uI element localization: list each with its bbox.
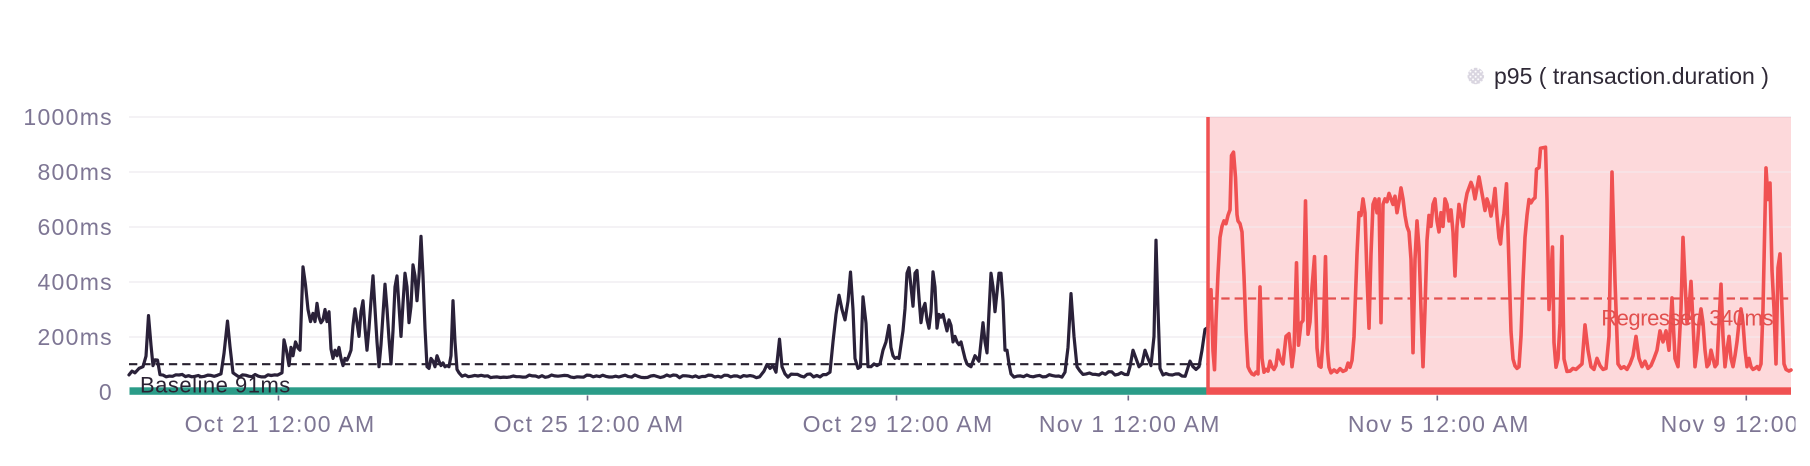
svg-text:Nov 9 12:00 AM: Nov 9 12:00 AM xyxy=(1661,411,1810,437)
svg-text:Regressed 340ms: Regressed 340ms xyxy=(1601,306,1773,331)
svg-text:Oct 25 12:00 AM: Oct 25 12:00 AM xyxy=(494,411,685,437)
svg-text:200ms: 200ms xyxy=(37,324,113,350)
svg-text:p95 ( transaction.duration ): p95 ( transaction.duration ) xyxy=(1494,63,1769,89)
svg-text:1000ms: 1000ms xyxy=(23,104,113,130)
svg-text:400ms: 400ms xyxy=(37,269,113,295)
svg-text:Nov 1 12:00 AM: Nov 1 12:00 AM xyxy=(1039,411,1221,437)
svg-text:Oct 21 12:00 AM: Oct 21 12:00 AM xyxy=(185,411,376,437)
svg-text:Nov 5 12:00 AM: Nov 5 12:00 AM xyxy=(1348,411,1530,437)
svg-text:600ms: 600ms xyxy=(37,214,113,240)
svg-text:0: 0 xyxy=(99,379,113,405)
svg-text:Oct 29 12:00 AM: Oct 29 12:00 AM xyxy=(803,411,994,437)
svg-text:Baseline 91ms: Baseline 91ms xyxy=(140,373,291,398)
svg-text:800ms: 800ms xyxy=(37,159,113,185)
